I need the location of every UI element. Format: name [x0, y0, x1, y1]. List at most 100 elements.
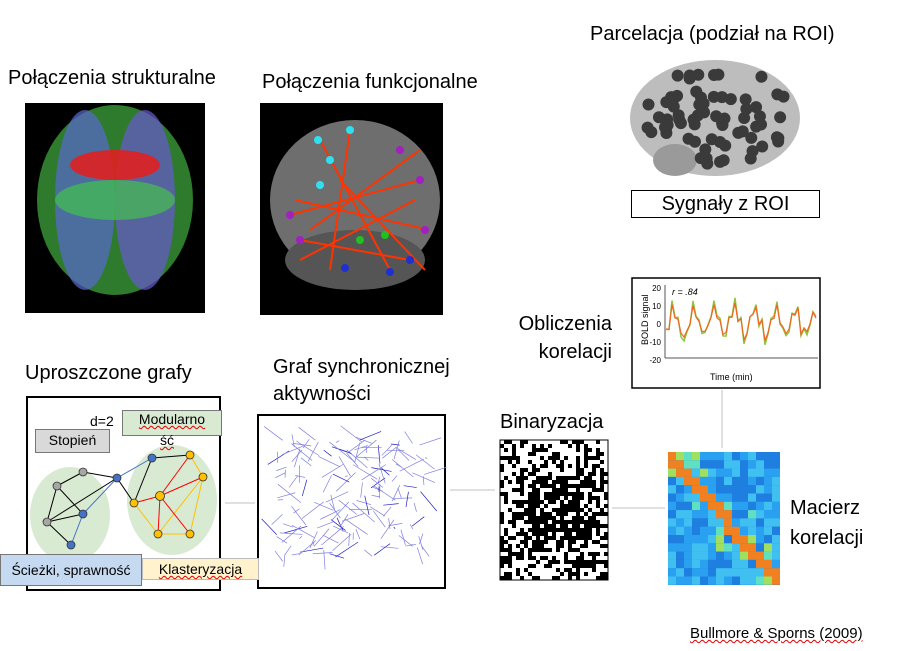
binary-cell: [516, 504, 520, 508]
binary-cell: [532, 556, 536, 560]
binary-cell: [552, 556, 556, 560]
graph-edge: [263, 426, 283, 441]
modularity-label-cont: ść: [160, 433, 174, 447]
binary-cell: [592, 512, 596, 516]
matrix-cell: [740, 535, 748, 544]
binary-cell: [508, 548, 512, 552]
graph-edge: [279, 532, 303, 535]
matrix-cell: [724, 551, 732, 560]
binary-cell: [536, 536, 540, 540]
matrix-cell: [756, 526, 764, 535]
matrix-cell: [692, 476, 700, 486]
graph-edge: [405, 491, 409, 508]
matrix-cell: [700, 559, 708, 569]
binary-cell: [528, 520, 532, 524]
graph-edge: [403, 485, 417, 488]
matrix-cell: [668, 543, 676, 552]
binary-cell: [512, 472, 516, 476]
graph-edge: [411, 516, 425, 527]
binary-cell: [500, 516, 504, 520]
binary-cell: [548, 484, 552, 488]
matrix-cell: [668, 535, 676, 544]
binary-cell: [508, 460, 512, 464]
matrix-cell: [668, 551, 676, 560]
roi-dot: [746, 145, 759, 158]
matrix-cell: [684, 576, 692, 585]
binary-cell: [504, 440, 508, 444]
matrix-cell: [748, 568, 756, 577]
roi-dot: [693, 98, 706, 111]
binary-cell: [544, 492, 548, 496]
roi-dot: [740, 103, 753, 116]
binary-cell: [532, 468, 536, 472]
binary-cell: [516, 476, 520, 480]
matrix-cell: [692, 518, 700, 527]
matrix-cell: [740, 485, 748, 494]
graph-edge: [371, 467, 392, 472]
binary-cell: [512, 452, 516, 456]
matrix-cell: [724, 485, 732, 494]
binary-cell: [592, 464, 596, 468]
binary-cell: [528, 536, 532, 540]
modularity-label: Modularno: [122, 410, 222, 436]
binary-cell: [520, 528, 524, 532]
binary-cell: [596, 540, 600, 544]
matrix-cell: [740, 476, 748, 486]
binary-cell: [584, 476, 588, 480]
binary-cell: [524, 532, 528, 536]
binary-cell: [504, 448, 508, 452]
binary-cell: [592, 516, 596, 520]
graph-edge: [381, 467, 390, 476]
roi-dot: [642, 98, 655, 111]
binary-cell: [528, 472, 532, 476]
binary-cell: [508, 576, 512, 580]
binary-cell: [576, 508, 580, 512]
matrix-cell: [668, 468, 676, 477]
binary-cell: [600, 572, 604, 576]
matrix-cell: [684, 510, 692, 519]
binary-cell: [588, 480, 592, 484]
binary-cell: [528, 460, 532, 464]
binary-cell: [584, 524, 588, 528]
binary-cell: [584, 456, 588, 460]
binary-cell: [528, 564, 532, 568]
binary-cell: [604, 524, 608, 528]
binary-cell: [592, 568, 596, 572]
matrix-cell: [668, 559, 676, 569]
binary-cell: [536, 492, 540, 496]
binary-cell: [528, 528, 532, 532]
binary-cell: [520, 480, 524, 484]
graph-edge: [352, 502, 375, 523]
parcellation-brain-image: [630, 60, 800, 176]
matrix-cell: [684, 518, 692, 527]
matrix-cell: [668, 568, 676, 577]
binary-cell: [576, 504, 580, 508]
matrix-cell: [764, 518, 772, 527]
binary-cell: [564, 568, 568, 572]
correlation-calc-line2: korelacji: [538, 341, 612, 363]
binary-cell: [580, 516, 584, 520]
binary-cell: [560, 512, 564, 516]
binary-cell: [532, 504, 536, 508]
binary-cell: [560, 544, 564, 548]
binary-cell: [532, 548, 536, 552]
binary-cell: [512, 536, 516, 540]
binary-cell: [592, 556, 596, 560]
binary-cell: [560, 484, 564, 488]
ytick: -20: [649, 356, 661, 365]
matrix-cell: [772, 568, 780, 577]
binary-cell: [532, 488, 536, 492]
binary-cell: [516, 544, 520, 548]
matrix-cell: [700, 452, 708, 461]
matrix-cell: [724, 468, 732, 477]
matrix-cell: [724, 510, 732, 519]
binary-cell: [604, 496, 608, 500]
graph-edge: [344, 518, 368, 535]
binary-cell: [540, 532, 544, 536]
matrix-cell: [740, 460, 748, 469]
binary-cell: [532, 528, 536, 532]
roi-dot: [755, 70, 768, 83]
matrix-cell: [764, 460, 772, 469]
binary-cell: [588, 536, 592, 540]
binarization-title: Binaryzacja: [500, 411, 604, 433]
